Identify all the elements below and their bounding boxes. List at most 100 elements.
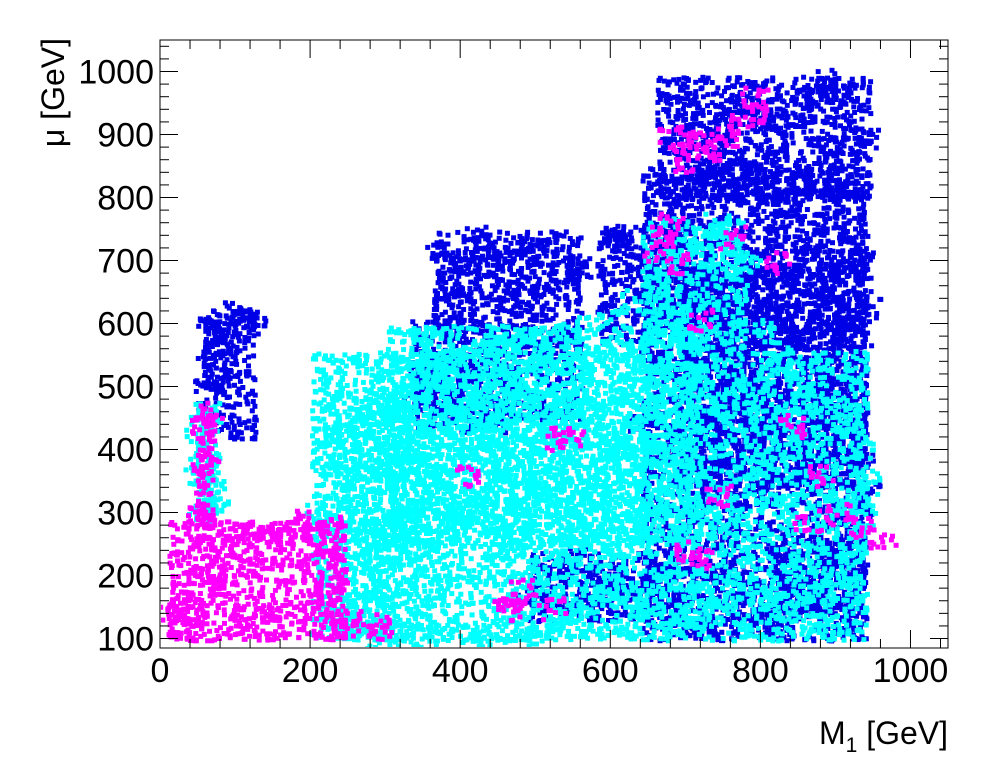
blue-region-4-point <box>851 624 857 630</box>
blue-region-4-point <box>642 224 648 230</box>
blue-region-3-point <box>613 320 619 326</box>
blue-region-4-point <box>840 369 846 375</box>
blue-region-4-point <box>826 252 832 258</box>
blue-region-0-point <box>451 310 457 316</box>
blue-region-4-point <box>739 223 745 229</box>
blue-region-4-point <box>766 541 772 547</box>
blue-region-4-point <box>830 240 835 246</box>
blue-region-4-point <box>840 256 846 262</box>
blue-region-0-point <box>474 248 480 254</box>
blue-region-4-point <box>856 501 862 507</box>
blue-region-4-point <box>773 563 778 569</box>
blue-region-4-point <box>752 249 758 255</box>
blue-region-2-point <box>203 339 209 345</box>
blue-region-2-point <box>225 403 231 409</box>
blue-region-0-point <box>461 317 467 323</box>
blue-region-4-point <box>712 250 718 256</box>
blue-region-1-point <box>459 378 465 383</box>
blue-region-4-point <box>669 293 675 299</box>
blue-region-0-point <box>463 246 469 252</box>
blue-region-3-point <box>619 281 625 287</box>
blue-region-2-point <box>251 333 257 339</box>
blue-region-4-point <box>762 172 768 178</box>
blue-region-0-point <box>464 257 470 263</box>
blue-region-2-point <box>231 423 237 429</box>
blue-region-2-point <box>203 337 209 342</box>
blue-region-2-point <box>214 323 220 329</box>
blue-region-2-point <box>209 371 215 377</box>
blue-region-4-point <box>699 636 705 641</box>
blue-region-0-point <box>468 279 474 285</box>
blue-region-2-point <box>232 354 238 360</box>
blue-region-4-point <box>670 285 676 291</box>
blue-region-4-point <box>729 624 735 630</box>
blue-region-2-point <box>227 375 233 381</box>
blue-region-2-point <box>202 373 208 378</box>
blue-region-4-point <box>640 249 646 255</box>
blue-region-4-point <box>673 204 679 210</box>
blue-region-4-point <box>740 502 746 508</box>
blue-region-3-point <box>678 264 684 270</box>
blue-region-4-point <box>821 232 827 238</box>
blue-region-4-point <box>767 523 773 529</box>
blue-region-0-point <box>508 387 514 393</box>
blue-region-2-point <box>217 326 222 332</box>
blue-region-4-point <box>788 396 794 402</box>
blue-region-2-point <box>204 343 210 349</box>
blue-region-0-point <box>502 260 508 266</box>
blue-region-0-point <box>516 287 522 292</box>
blue-region-1-point <box>471 379 476 385</box>
blue-region-4-point <box>802 301 807 307</box>
blue-region-0-point <box>442 255 448 261</box>
blue-region-0-point <box>537 230 543 236</box>
blue-region-0-point <box>473 277 479 283</box>
blue-region-0-point <box>496 316 502 322</box>
blue-region-2-point <box>225 424 231 430</box>
blue-region-4-point <box>846 273 852 279</box>
blue-region-4-point <box>769 544 775 550</box>
blue-region-0-point <box>440 264 446 270</box>
blue-region-4-point <box>725 617 730 622</box>
blue-region-4-point <box>865 233 871 239</box>
blue-region-4-point <box>709 502 715 508</box>
blue-region-2-point <box>253 429 259 435</box>
blue-region-4-point <box>785 451 791 457</box>
blue-region-4-point <box>811 577 816 583</box>
blue-region-4-point <box>830 335 836 340</box>
blue-region-2-point <box>220 387 226 393</box>
blue-region-3-point <box>599 328 605 333</box>
blue-region-4-point <box>734 386 740 392</box>
blue-region-4-point <box>765 238 771 244</box>
blue-region-4-point <box>729 210 735 216</box>
blue-region-2-point <box>217 413 223 419</box>
blue-region-0-point <box>540 406 546 412</box>
blue-region-4-point <box>730 172 735 178</box>
blue-region-4-point <box>838 615 844 621</box>
blue-region-4-point <box>743 569 749 575</box>
blue-region-4-point <box>733 360 739 366</box>
blue-region-4-point <box>776 491 782 497</box>
blue-region-3-point <box>632 288 638 294</box>
blue-region-0-point <box>478 288 484 294</box>
blue-region-4-point <box>644 468 650 474</box>
blue-region-3-point <box>628 229 634 235</box>
blue-region-4-point <box>680 534 686 540</box>
blue-region-4-point <box>775 607 781 613</box>
blue-region-4-point <box>660 287 666 293</box>
blue-region-4-point <box>726 315 732 321</box>
blue-region-4-point <box>682 227 688 233</box>
blue-region-4-point <box>656 545 662 551</box>
blue-region-0-point <box>509 311 515 317</box>
blue-region-2-point <box>226 325 232 331</box>
blue-region-4-point <box>811 638 817 644</box>
blue-region-4-point <box>640 178 646 184</box>
blue-region-4-point <box>761 208 767 214</box>
blue-region-4-point <box>651 181 657 187</box>
blue-region-4-point <box>838 225 844 231</box>
blue-region-3-point <box>637 256 643 262</box>
blue-region-4-point <box>692 254 698 260</box>
blue-region-2-point <box>246 418 252 424</box>
blue-region-3-point <box>673 280 679 285</box>
blue-region-4-point <box>757 516 763 522</box>
blue-region-4-point <box>653 171 659 177</box>
